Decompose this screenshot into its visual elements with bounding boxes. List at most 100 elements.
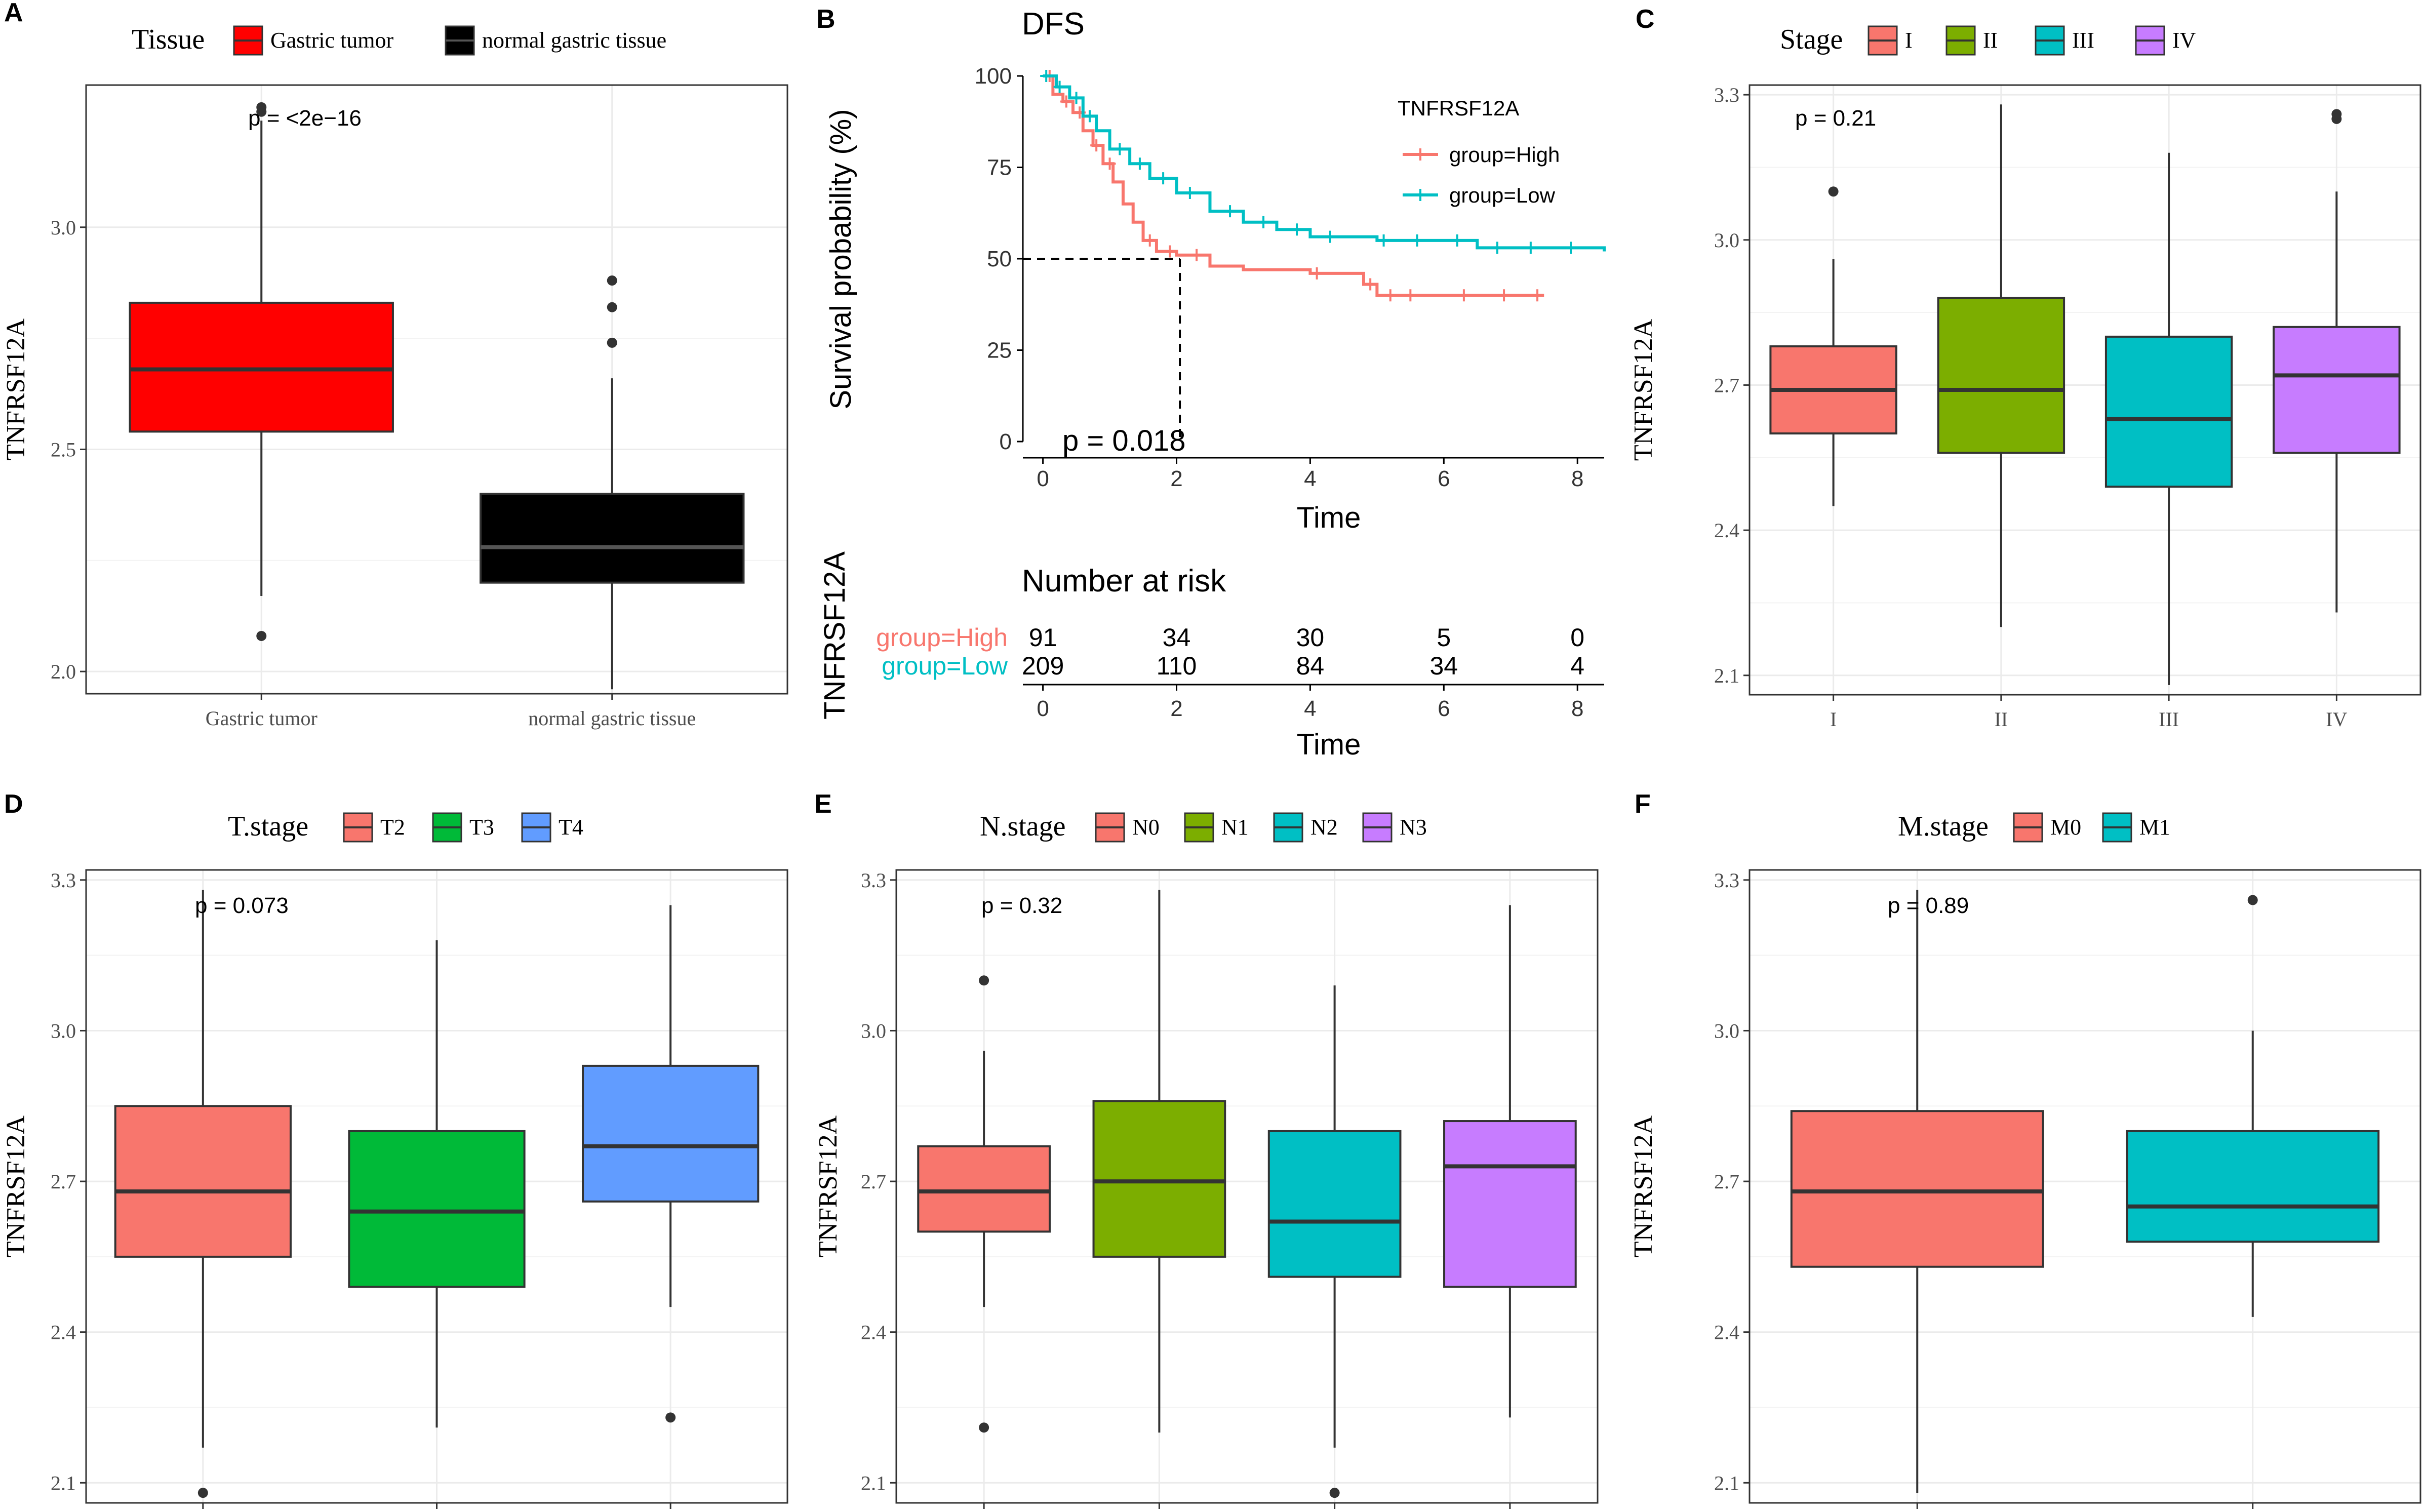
box-i (1769, 186, 1897, 506)
y-tick-label: 75 (987, 155, 1012, 180)
legend-label-n1: N1 (1221, 815, 1249, 840)
legend-label-gastric-tumor: Gastric tumor (270, 28, 394, 53)
legend: N.stage N0 N1 N2 N3 (980, 811, 1427, 843)
chart-title: DFS (1022, 7, 1085, 42)
legend-key-gastric-tumor: Gastric tumor (233, 25, 394, 56)
legend: T.stage T2 T3 T4 (228, 811, 583, 843)
box-iqr (480, 493, 745, 584)
censor-mark (1060, 95, 1072, 108)
censor-mark (1411, 234, 1423, 247)
outlier-point (607, 337, 617, 348)
risk-x-tick-label: 6 (1438, 696, 1450, 721)
y-tick-label: 3.0 (861, 1019, 886, 1042)
legend: TNFRSF12A group=High group=Low (1398, 96, 1560, 207)
y-axis-title: TNFRSF12A (2, 1115, 30, 1257)
legend-title: N.stage (980, 811, 1066, 842)
legend-title: T.stage (228, 811, 308, 842)
y-tick-label: 2.7 (51, 1170, 76, 1193)
legend-label-n3: N3 (1400, 815, 1427, 840)
plot-border (1749, 869, 2421, 1504)
box-iv (2273, 109, 2401, 613)
p-value: p = 0.018 (1062, 424, 1186, 457)
outlier-point (2247, 895, 2258, 905)
y-axis-title: TNFRSF12A (814, 1115, 843, 1257)
y-tick-label: 0 (1000, 429, 1012, 454)
panel-letter: E (814, 789, 832, 819)
outlier-point (256, 630, 267, 641)
x-tick-label: 8 (1571, 466, 1583, 491)
box-t2 (114, 890, 292, 1498)
x-tick-label-gastric-tumor: Gastric tumor (206, 707, 317, 730)
censor-mark (1257, 216, 1270, 228)
legend-key-iii: III (2035, 25, 2094, 56)
censor-mark (1384, 289, 1397, 302)
x-tick-label-iii: III (2159, 708, 2179, 731)
panel-letter: D (4, 789, 23, 819)
legend-label-m0: M0 (2050, 815, 2081, 840)
p-value: p = 0.073 (195, 893, 289, 918)
risk-y-axis-title: TNFRSF12A (818, 551, 851, 720)
legend-key-iv: IV (2135, 25, 2196, 56)
risk-row-label-group-high: group=High (876, 623, 1008, 652)
censor-mark (1143, 234, 1156, 247)
legend-key-t3: T3 (432, 812, 494, 843)
box-iqr (1443, 1120, 1577, 1288)
box-t4 (582, 905, 760, 1423)
plot-border (85, 84, 788, 695)
box-iqr (1937, 297, 2065, 454)
box-n0 (917, 975, 1051, 1433)
panel-letter: F (1635, 789, 1651, 819)
box-iqr (917, 1145, 1051, 1233)
censor-mark (1133, 157, 1146, 170)
box-gastric-tumor (129, 102, 394, 641)
y-tick-label: 3.0 (51, 216, 76, 239)
risk-value: 0 (1570, 623, 1584, 652)
box-m0 (1790, 890, 2044, 1493)
censor-mark (1310, 267, 1323, 280)
y-tick-label: 2.4 (1714, 519, 1739, 542)
box-ii (1937, 104, 2065, 627)
y-tick-label: 2.5 (51, 438, 76, 461)
censor-mark (1451, 234, 1463, 247)
p-value: p = 0.89 (1888, 893, 1969, 918)
panel-e: E N.stage N0 N1 N2 N3 2.1 2.4 2.7 3.0 3.3 N0 N1 N2 N3 p… (814, 789, 1599, 1509)
censor-mark (1157, 172, 1170, 185)
box-n1 (1092, 890, 1226, 1433)
y-tick-label: 3.3 (51, 869, 76, 892)
legend-label-t4: T4 (559, 815, 583, 840)
box-iqr (1092, 1100, 1226, 1258)
box-iqr (2104, 335, 2233, 488)
p-value: p = <2e−16 (248, 106, 362, 131)
y-tick-label: 3.0 (1714, 1019, 1739, 1042)
censor-mark (1090, 139, 1103, 152)
panel-d: D T.stage T2 T3 T4 2.1 2.4 2.7 3.0 3.3 T2 T3 T4 p = 0… (2, 789, 788, 1509)
box-iqr (348, 1130, 526, 1288)
legend-label-ii: II (1983, 28, 1998, 53)
legend-key-n0: N0 (1095, 812, 1160, 843)
legend-key-n3: N3 (1362, 812, 1427, 843)
y-tick-label: 3.3 (1714, 84, 1739, 106)
censor-mark (1364, 278, 1377, 291)
box-iqr (2126, 1130, 2380, 1243)
panel-a: A Tissue Gastric tumor normal gastric tissu… (2, 0, 788, 730)
outlier-point (1329, 1488, 1340, 1498)
risk-value: 5 (1437, 623, 1451, 652)
censor-mark (1491, 242, 1503, 254)
risk-value: 110 (1157, 652, 1197, 680)
x-tick-label: 4 (1304, 466, 1316, 491)
censor-mark (1103, 157, 1116, 170)
box-normal-gastric-tissue (480, 275, 745, 690)
legend: Tissue Gastric tumor normal gastric tissue (132, 24, 666, 56)
outlier-point (607, 302, 617, 312)
legend-label-group-low: group=Low (1449, 183, 1556, 207)
legend-key-i: I (1867, 25, 1913, 56)
outlier-point (197, 1488, 208, 1498)
legend-key-t4: T4 (521, 812, 583, 843)
y-tick-label: 3.3 (861, 869, 886, 892)
risk-x-tick-label: 4 (1304, 696, 1316, 721)
legend-key-ii: II (1945, 25, 1998, 56)
legend-censor-mark (1414, 189, 1426, 201)
risk-value: 84 (1296, 652, 1325, 680)
box-iqr (129, 301, 394, 433)
